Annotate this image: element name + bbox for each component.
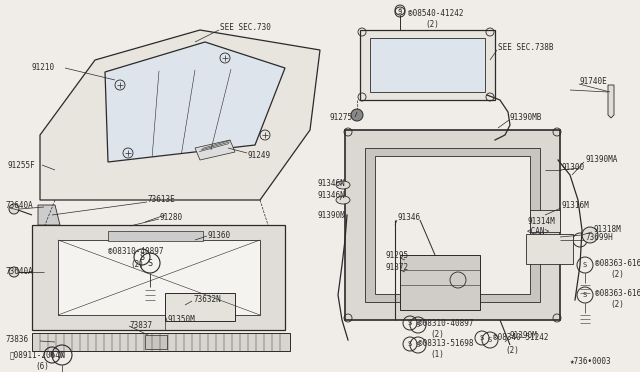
Text: S: S: [140, 253, 145, 262]
Text: 91390M: 91390M: [318, 211, 346, 219]
Text: 91346N: 91346N: [318, 179, 346, 187]
Polygon shape: [345, 130, 560, 320]
Text: 91390MB: 91390MB: [510, 113, 542, 122]
Text: 91280: 91280: [160, 214, 183, 222]
Text: S: S: [398, 7, 402, 13]
FancyBboxPatch shape: [400, 255, 480, 310]
Text: 91360: 91360: [208, 231, 231, 240]
Text: 73613E: 73613E: [148, 196, 176, 205]
Polygon shape: [608, 85, 614, 118]
Polygon shape: [375, 156, 530, 294]
Polygon shape: [58, 240, 260, 315]
Ellipse shape: [336, 181, 350, 189]
Text: 91372: 91372: [385, 263, 408, 273]
Text: ®08310-40897: ®08310-40897: [108, 247, 163, 257]
Text: 91346: 91346: [398, 214, 421, 222]
Text: 91390M: 91390M: [510, 330, 538, 340]
Text: S: S: [583, 262, 587, 268]
Polygon shape: [105, 42, 285, 162]
Polygon shape: [195, 140, 235, 160]
Text: N: N: [50, 352, 54, 358]
Text: S: S: [416, 322, 420, 328]
Text: (2): (2): [610, 269, 624, 279]
Text: S: S: [416, 342, 420, 348]
Text: 91295: 91295: [385, 250, 408, 260]
Polygon shape: [360, 30, 495, 100]
Text: ®08363-61637: ®08363-61637: [595, 259, 640, 267]
Text: ®08313-51698: ®08313-51698: [418, 340, 474, 349]
Text: 91210: 91210: [32, 64, 55, 73]
Polygon shape: [370, 38, 485, 92]
Circle shape: [351, 109, 363, 121]
Text: (2): (2): [425, 19, 439, 29]
Text: ®08540-41242: ®08540-41242: [408, 10, 463, 19]
Text: (2): (2): [505, 346, 519, 355]
Text: (2): (2): [430, 330, 444, 339]
Circle shape: [582, 227, 598, 243]
Text: 73640A: 73640A: [5, 201, 33, 209]
Text: 73640A: 73640A: [5, 267, 33, 276]
Text: 73699H: 73699H: [585, 234, 612, 243]
Text: ⓝ08911-20647: ⓝ08911-20647: [10, 350, 65, 359]
Text: S: S: [408, 320, 412, 326]
Bar: [32, 333, 290, 351]
Polygon shape: [32, 225, 285, 330]
Text: S: S: [488, 337, 492, 343]
Text: 73632N: 73632N: [193, 295, 221, 305]
Text: (6): (6): [35, 362, 49, 371]
Text: 91275: 91275: [330, 113, 353, 122]
Polygon shape: [40, 30, 320, 200]
Text: 73837: 73837: [130, 321, 153, 330]
Text: S: S: [147, 259, 152, 267]
Text: (1): (1): [430, 350, 444, 359]
Text: 91740E: 91740E: [580, 77, 608, 87]
Text: 91255F: 91255F: [8, 160, 36, 170]
Text: N: N: [60, 350, 65, 359]
Text: SEE SEC.738B: SEE SEC.738B: [498, 44, 554, 52]
Text: S: S: [480, 335, 484, 341]
Text: SEE SEC.730: SEE SEC.730: [220, 23, 271, 32]
Text: <CAN>: <CAN>: [527, 228, 550, 237]
FancyBboxPatch shape: [526, 234, 573, 264]
Text: 91390MA: 91390MA: [585, 155, 618, 164]
Text: (2): (2): [130, 260, 144, 269]
Circle shape: [9, 267, 19, 277]
Text: S: S: [398, 9, 402, 15]
Text: ®08340-51242: ®08340-51242: [493, 334, 548, 343]
Text: ®08363-61637: ®08363-61637: [595, 289, 640, 298]
Text: 91346N: 91346N: [318, 192, 346, 201]
Text: 91314M: 91314M: [527, 218, 555, 227]
Text: S: S: [583, 292, 587, 298]
Text: 73836: 73836: [5, 336, 28, 344]
FancyBboxPatch shape: [165, 293, 235, 321]
Text: 91316M: 91316M: [562, 201, 589, 209]
Polygon shape: [38, 205, 60, 225]
Bar: [530, 210, 560, 232]
Text: (2): (2): [610, 299, 624, 308]
Text: 91249: 91249: [248, 151, 271, 160]
Ellipse shape: [336, 196, 350, 204]
Circle shape: [9, 204, 19, 214]
Polygon shape: [365, 148, 540, 302]
Bar: [108, 231, 203, 241]
Text: 91318M: 91318M: [593, 225, 621, 234]
Text: S: S: [408, 341, 412, 347]
Text: 91300: 91300: [562, 164, 585, 173]
Text: 91350M: 91350M: [168, 315, 196, 324]
Bar: [145, 335, 167, 349]
Text: ®08310-40897: ®08310-40897: [418, 318, 474, 327]
Text: ★736•0003: ★736•0003: [570, 357, 612, 366]
